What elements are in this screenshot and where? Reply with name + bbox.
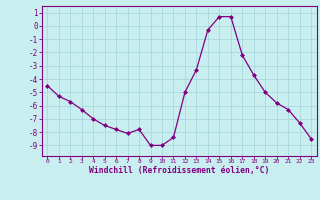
X-axis label: Windchill (Refroidissement éolien,°C): Windchill (Refroidissement éolien,°C) xyxy=(89,166,269,175)
